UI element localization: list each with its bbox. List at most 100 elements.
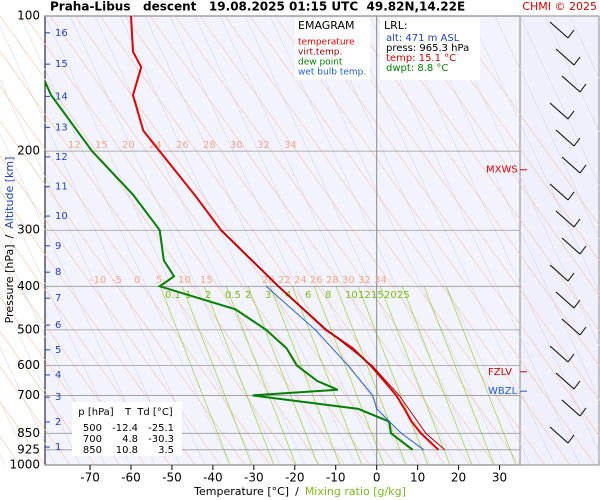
mix-line — [269, 285, 341, 466]
adiabat-line — [0, 50, 296, 466]
moist-line — [169, 15, 381, 466]
moist-line — [119, 15, 331, 466]
moist-line — [319, 15, 531, 466]
wind-barb — [549, 264, 569, 282]
mix-line — [159, 285, 231, 466]
profile-line — [220, 229, 446, 451]
altitude-label: 15 — [55, 59, 68, 70]
x-tick-label: 30 — [492, 471, 507, 485]
wind-barb — [573, 299, 581, 309]
altitude-label: 7 — [55, 293, 61, 304]
wind-barb — [573, 380, 581, 390]
adiabat-line — [74, 15, 396, 466]
wind-barb — [561, 399, 581, 417]
altitude-label: 14 — [55, 91, 68, 102]
wind-barb — [579, 164, 587, 174]
wind-barb — [579, 407, 587, 417]
mix-label: 10 — [345, 290, 358, 301]
wind-barb — [579, 83, 587, 93]
moist-line — [44, 15, 256, 466]
adiabat-line — [24, 15, 346, 466]
wind-barb — [549, 345, 569, 363]
moist-line — [0, 239, 106, 466]
table-box — [72, 402, 182, 456]
moist-line — [0, 133, 156, 466]
x-axis-label-part: / — [295, 485, 299, 498]
adiabat-line — [449, 15, 600, 227]
adiabat-label: 32 — [257, 140, 270, 151]
wind-barb — [549, 21, 569, 39]
y-axis-label: Pressure [hPa] / Altitude [km] — [3, 157, 16, 324]
moist-line — [519, 15, 600, 188]
mix-line — [445, 285, 517, 466]
lrl-line: press: 965.3 hPa — [386, 43, 469, 54]
lrl-line: temp: 15.1 °C — [386, 53, 456, 64]
adiabat-line — [249, 15, 571, 466]
altitude-label: 4 — [55, 370, 61, 381]
adiabat-line — [174, 15, 496, 466]
wind-barb — [555, 129, 575, 147]
wind-barb — [555, 48, 575, 66]
moist-line — [419, 15, 600, 402]
adiabat-line — [49, 15, 371, 466]
wind-panel — [519, 15, 600, 466]
table-cell: 850 — [83, 445, 102, 456]
mix-line — [313, 285, 385, 466]
altitude-label: 13 — [55, 122, 68, 133]
y-tick-label: 300 — [17, 223, 40, 237]
adiabat-line — [99, 15, 421, 466]
legend-entry: temperature — [298, 38, 355, 48]
adiabat-line — [0, 225, 171, 466]
moist-line — [0, 26, 206, 466]
table-cell: 700 — [83, 434, 102, 445]
altitude-label: 1 — [55, 442, 61, 453]
mix-label: 12 — [358, 290, 371, 301]
moist-line — [269, 15, 481, 466]
x-tick-label: -50 — [162, 471, 182, 485]
legend-entry: virt.temp. — [298, 48, 342, 58]
wind-barb — [555, 210, 575, 228]
moist-line — [294, 15, 506, 466]
adiabat-label: 10 — [178, 275, 191, 286]
wind-barb — [573, 137, 581, 147]
mix-line — [203, 285, 275, 466]
table-cell: 500 — [83, 423, 102, 434]
x-axis-label: Temperature [°C] / Mixing ratio [g/kg] — [193, 485, 406, 498]
wind-barb — [567, 272, 575, 282]
wind-barb — [561, 156, 581, 174]
adiabat-label: 20 — [122, 140, 135, 151]
mix-label: 8 — [325, 290, 331, 301]
mix-line — [181, 285, 253, 466]
adiabat-line — [0, 190, 196, 466]
adiabat-label: 30 — [342, 275, 355, 286]
adiabat-line — [0, 85, 271, 466]
wind-barb — [549, 183, 569, 201]
table-cell: 3.5 — [158, 445, 174, 456]
y-axis-label-part: Altitude [km] — [3, 157, 16, 229]
y-tick-label: 925 — [17, 442, 40, 456]
wind-barb — [567, 434, 575, 444]
mix-line — [423, 285, 495, 466]
lrl-line: dwpt: 8.8 °C — [386, 63, 448, 74]
adiabat-line — [0, 155, 221, 466]
adiabat-label: -5 — [112, 275, 122, 286]
adiabat-line — [0, 261, 146, 466]
adiabat-line — [274, 15, 596, 466]
mix-line — [247, 285, 319, 466]
adiabat-label: 22 — [278, 275, 291, 286]
mix-label: 3 — [265, 290, 271, 301]
adiabat-label: 15 — [95, 140, 108, 151]
legend-title: EMAGRAM — [298, 19, 355, 32]
adiabat-label: 15 — [200, 275, 213, 286]
moist-line — [369, 15, 581, 466]
adiabat-label: 20 — [262, 275, 275, 286]
moist-line — [194, 15, 406, 466]
adiabat-line — [299, 15, 600, 438]
table-header: T — [124, 407, 132, 418]
wind-barb — [579, 326, 587, 336]
level-label: WBZL — [488, 386, 518, 397]
adiabat-line — [0, 296, 121, 466]
moist-line — [344, 15, 556, 466]
moist-line — [94, 15, 306, 466]
table-cell: -12.4 — [112, 423, 138, 434]
